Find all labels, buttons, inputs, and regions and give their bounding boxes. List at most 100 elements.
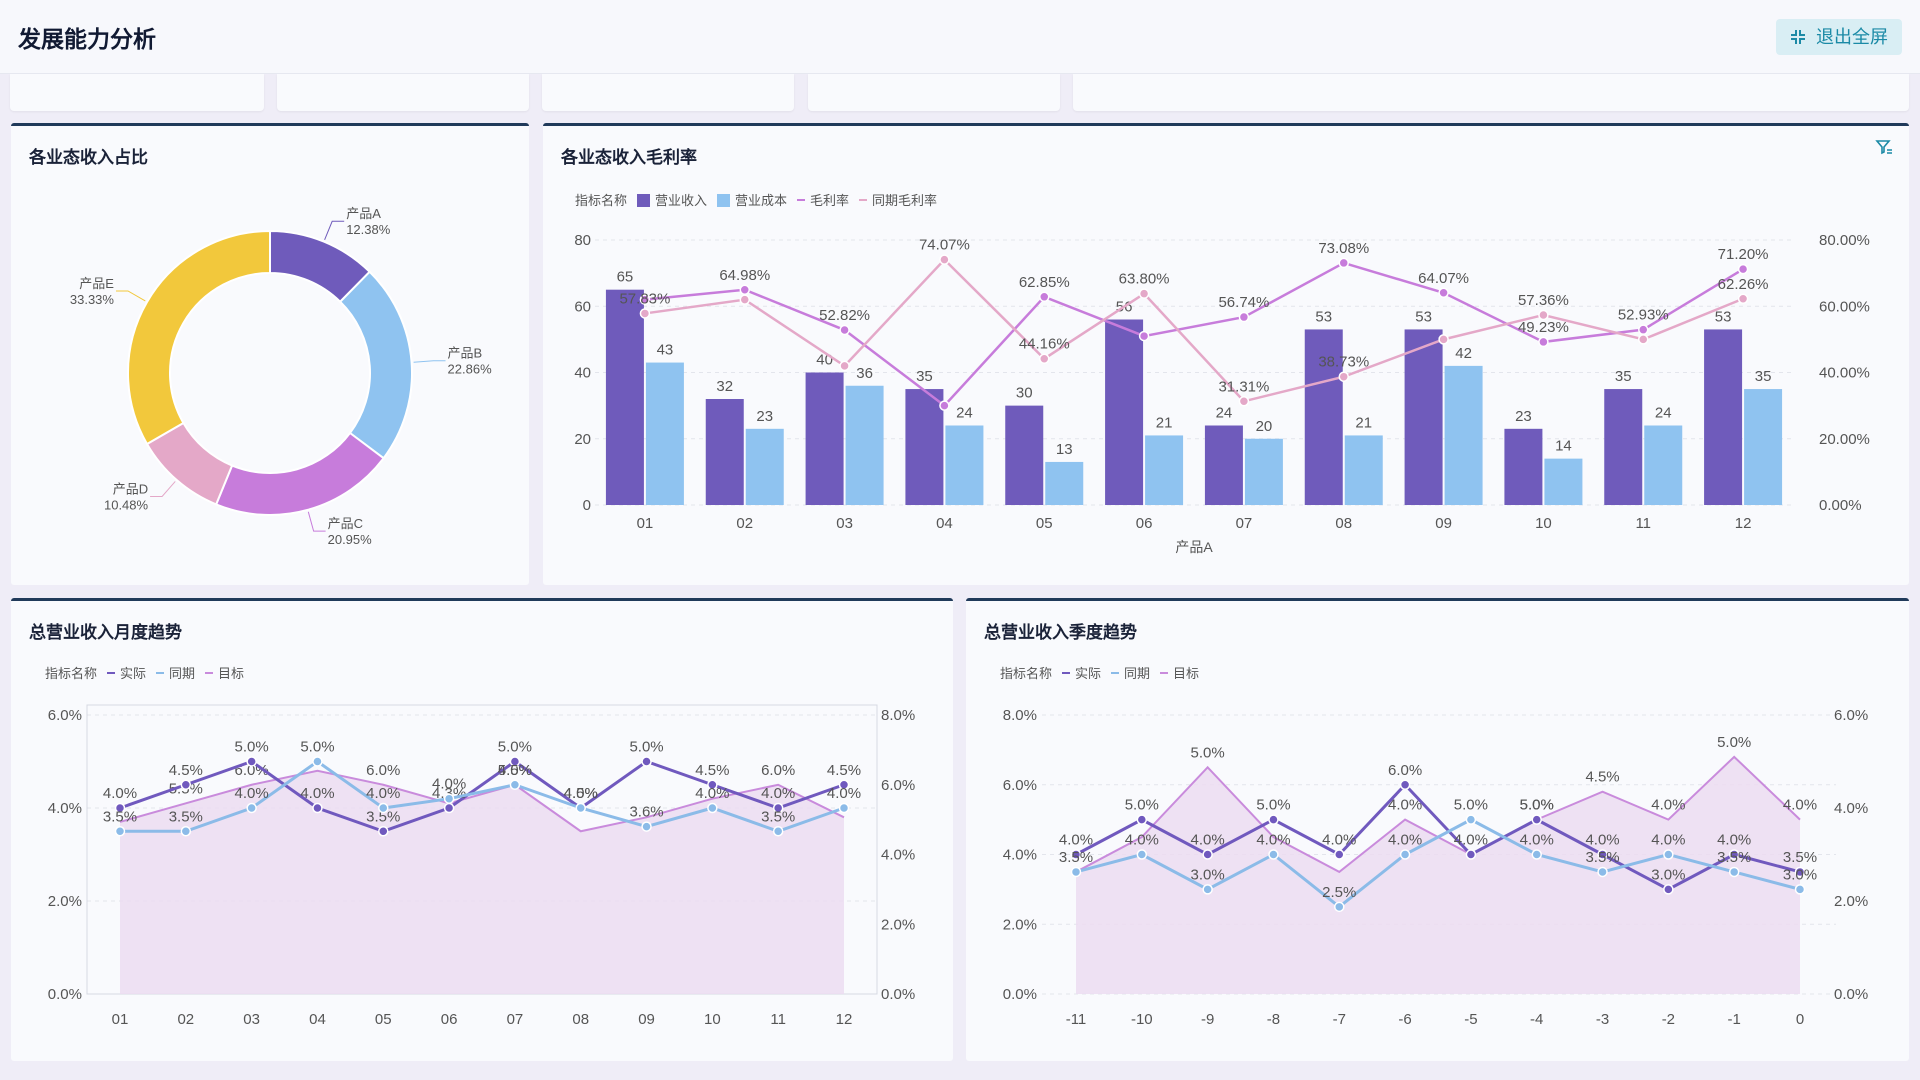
bar-value-label: 43	[657, 342, 674, 359]
line-point	[378, 826, 389, 837]
y-tick-label: 0.0%	[48, 986, 82, 1003]
line-value-label: 4.0%	[695, 785, 729, 802]
series-line	[1075, 782, 1801, 892]
line-value-label: 4.0%	[1388, 832, 1422, 849]
line-point	[1039, 353, 1050, 364]
bar	[1304, 329, 1343, 505]
line-value-label: 4.5%	[695, 762, 729, 779]
legend-label: 同期毛利率	[872, 193, 937, 208]
panel-title: 总营业收入季度趋势	[984, 623, 1137, 642]
line-value-label: 64.98%	[719, 267, 770, 284]
line-point	[1597, 849, 1608, 860]
line-point	[1438, 287, 1449, 299]
bar-value-label: 35	[1755, 368, 1772, 385]
y-tick-label: 4.0%	[1003, 847, 1037, 864]
y-tick-label: 2.0%	[48, 893, 82, 910]
bar	[1704, 329, 1743, 505]
line-point	[1465, 849, 1477, 860]
filter-icon[interactable]	[1875, 138, 1893, 156]
x-tick-label: -3	[1596, 1011, 1609, 1028]
bar	[845, 385, 884, 505]
line-value-label: 2.5%	[1322, 884, 1356, 901]
x-tick-label: 05	[1036, 515, 1053, 532]
line-value-label: 44.16%	[1019, 336, 1070, 353]
donut-leader-line	[115, 290, 146, 302]
line-point	[1136, 849, 1148, 860]
y2-tick-label: 80.00%	[1819, 232, 1870, 249]
bar	[705, 399, 744, 505]
x-tick-label: -5	[1464, 1011, 1477, 1028]
line-point	[378, 802, 389, 814]
x-tick-label: 07	[507, 1011, 524, 1028]
line-point	[1663, 849, 1674, 860]
line-value-label: 5.0%	[1454, 797, 1488, 814]
line-point	[1728, 849, 1740, 860]
line-value-label: 3.6%	[629, 804, 663, 821]
line-point	[839, 360, 850, 372]
x-tick-label: -4	[1530, 1011, 1543, 1028]
line-value-label: 73.08%	[1318, 240, 1369, 257]
line-value-label: 4.0%	[1651, 832, 1685, 849]
line-value-label: 4.0%	[1191, 832, 1225, 849]
line-point	[1138, 288, 1150, 299]
bar-value-label: 24	[1216, 405, 1233, 422]
bar-value-label: 24	[956, 405, 973, 422]
x-tick-label: -6	[1398, 1011, 1411, 1028]
line-point	[1268, 849, 1279, 860]
line-point	[707, 802, 718, 814]
quarterly-line-chart: 指标名称 实际 同期 目标 0.0% 2.0% 4.0% 6.0% 8.0% 0.0% 2.0% 4.…	[1000, 666, 1868, 1028]
line-value-label: 52.93%	[1618, 307, 1669, 324]
y-tick-label: 2.0%	[1003, 916, 1037, 933]
legend-swatch	[637, 194, 650, 207]
bar	[805, 372, 844, 505]
panel-title: 各业态收入毛利率	[561, 148, 697, 167]
donut-slice-percent: 12.38%	[346, 222, 391, 237]
donut-slice-percent: 10.48%	[104, 497, 149, 512]
y2-tick-label: 2.0%	[1834, 893, 1868, 910]
line-value-label: 4.0%	[1717, 832, 1751, 849]
y2-tick-label: 0.0%	[881, 986, 915, 1003]
bar-value-label: 23	[756, 408, 773, 425]
kpi-card	[542, 74, 794, 111]
donut-slice-percent: 20.95%	[328, 532, 373, 547]
y-tick-label: 0	[583, 497, 591, 514]
donut-leader-line	[324, 220, 345, 240]
line-value-label: 5.0%	[1125, 797, 1159, 814]
x-tick-label: 09	[638, 1011, 655, 1028]
x-tick-label: 04	[936, 515, 953, 532]
line-point	[838, 802, 850, 814]
x-tick-label: 08	[1335, 515, 1352, 532]
line-value-label: 63.80%	[1119, 271, 1170, 288]
bar-value-label: 53	[1715, 308, 1732, 325]
line-point	[509, 779, 521, 790]
line-value-label: 57.36%	[1518, 292, 1569, 309]
line-point	[1202, 884, 1213, 895]
line-point	[1638, 324, 1649, 335]
line-value-label: 31.31%	[1218, 378, 1269, 395]
line-value-label: 3.5%	[366, 808, 400, 825]
bar-value-label: 35	[916, 368, 933, 385]
line-point	[575, 802, 586, 814]
legend-label: 营业成本	[735, 193, 787, 208]
x-tick-label: -2	[1662, 1011, 1675, 1028]
line-point	[1728, 866, 1740, 878]
y-tick-label: 40	[574, 365, 591, 382]
line-point	[180, 826, 192, 837]
line-value-label: 5.0%	[629, 739, 663, 756]
line-value-label: 4.0%	[103, 785, 137, 802]
exit-fullscreen-button[interactable]: 退出全屏	[1776, 19, 1902, 55]
line-point	[1399, 849, 1411, 860]
line-point	[839, 324, 850, 336]
line-value-label: 3.5%	[1717, 849, 1751, 866]
line-value-label: 4.0%	[1783, 797, 1817, 814]
donut-slice-name: 产品C	[328, 516, 363, 531]
legend-title: 指标名称	[575, 193, 627, 208]
line-value-label: 62.85%	[1019, 274, 1070, 291]
panel-title: 总营业收入月度趋势	[29, 623, 182, 642]
kpi-card	[10, 74, 264, 111]
line-point	[1531, 814, 1542, 825]
line-point	[509, 756, 521, 767]
line-point	[1737, 293, 1749, 305]
bar-value-label: 21	[1355, 414, 1372, 431]
y2-tick-label: 20.00%	[1819, 431, 1870, 448]
